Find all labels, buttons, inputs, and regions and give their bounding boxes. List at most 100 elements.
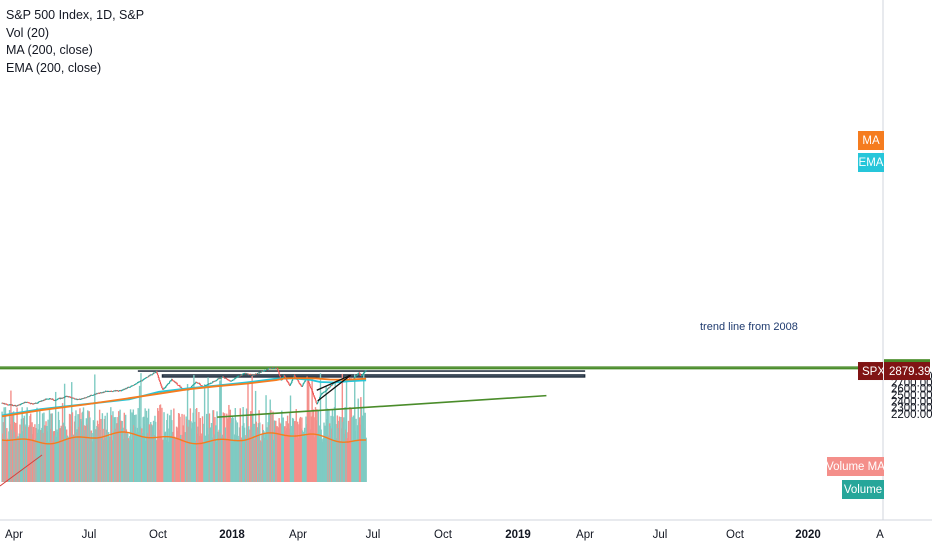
candle-body (150, 374, 152, 376)
candle-body (268, 368, 271, 370)
volume-bar (196, 407, 198, 482)
candle-body (267, 368, 269, 370)
volume-bar (84, 430, 86, 482)
candle-body (80, 398, 82, 400)
candle-body (134, 384, 136, 386)
candle-body (1, 402, 3, 404)
volume-bar (31, 422, 33, 482)
candle-body (36, 402, 39, 404)
legend-ma: MA (200, close) (6, 43, 93, 58)
candle-body (84, 397, 87, 399)
candle-body (289, 384, 292, 386)
candle-body (68, 396, 71, 398)
candle-body (103, 391, 105, 393)
candle-body (209, 383, 211, 385)
candle-body (61, 397, 64, 399)
candle-body (5, 403, 7, 405)
candle-body (85, 397, 87, 398)
candle-body (314, 398, 317, 401)
volume-bar (338, 416, 341, 482)
volume-bar (242, 407, 244, 482)
candle-body (277, 368, 279, 371)
volume-bar (343, 417, 345, 482)
candle-body (289, 384, 291, 386)
candle-body (91, 395, 93, 396)
volume-bar (20, 433, 22, 482)
candle-body (173, 380, 175, 382)
candle-body (15, 405, 17, 407)
candle-body (73, 398, 76, 400)
candle-body (196, 382, 198, 384)
candle-body (248, 374, 250, 375)
candle-body (23, 402, 25, 404)
volume-bar (324, 425, 326, 482)
volume-bar (191, 422, 194, 482)
candle-body (279, 374, 281, 377)
volume-bar (323, 422, 325, 482)
candle-body (29, 402, 31, 404)
candle-body (45, 399, 47, 400)
candle-body (281, 379, 283, 381)
volume-bar (299, 418, 301, 482)
candle-body (111, 391, 113, 392)
candle-body (243, 373, 246, 374)
y-tick-label: 2400.00 (891, 396, 932, 408)
volume-bar (188, 420, 191, 482)
series-tag-label: EMA (859, 157, 884, 169)
candle-body (301, 386, 303, 387)
volume-bar (67, 439, 69, 482)
volume-bar (140, 373, 142, 482)
x-tick-label: Jul (82, 529, 97, 541)
candle-body (75, 398, 77, 400)
candle-body (276, 367, 278, 369)
volume-bar (18, 433, 20, 482)
volume-bar (361, 415, 364, 482)
last-price-tag (884, 362, 930, 381)
candle-body (102, 392, 104, 394)
volume-bar (193, 421, 196, 482)
candle-body (212, 381, 215, 383)
candle-body (4, 403, 6, 405)
candle-body (52, 399, 55, 401)
candle-body (303, 382, 305, 384)
candle-body (287, 381, 289, 384)
candle-body (37, 401, 39, 404)
candle-body (130, 385, 132, 387)
volume-bar (239, 408, 241, 482)
volume-bar (203, 384, 206, 482)
candle-body (291, 378, 294, 381)
volume-bar (233, 434, 236, 482)
candle-body (326, 388, 329, 391)
volume-bar (241, 425, 244, 482)
volume-bar (299, 416, 302, 482)
volume-bar (317, 410, 320, 482)
candle-body (132, 385, 134, 386)
candle-body (48, 398, 50, 400)
candle-body (164, 386, 166, 389)
volume-bar (360, 408, 363, 482)
candle-body (82, 398, 84, 400)
candle-body (66, 396, 68, 397)
volume-bar (336, 415, 339, 482)
candle-body (147, 376, 149, 378)
candle-body (152, 372, 155, 374)
candle-body (12, 405, 14, 407)
candle-body (358, 372, 360, 374)
candle-body (205, 384, 208, 386)
candle-body (172, 380, 174, 382)
volume-bar (168, 415, 171, 482)
candle-body (141, 380, 143, 382)
candle-body (198, 383, 201, 385)
candle-body (199, 383, 201, 386)
spx-tag (858, 362, 883, 381)
volume-bar (17, 436, 19, 482)
volume-bar (341, 373, 344, 482)
volume-bar (224, 427, 227, 482)
candle-body (121, 389, 123, 391)
candle-body (143, 378, 145, 380)
volume-bar (223, 413, 226, 482)
spx-tag-label: SPX (862, 366, 885, 378)
candle-body (245, 372, 247, 374)
volume-bar (109, 436, 111, 482)
